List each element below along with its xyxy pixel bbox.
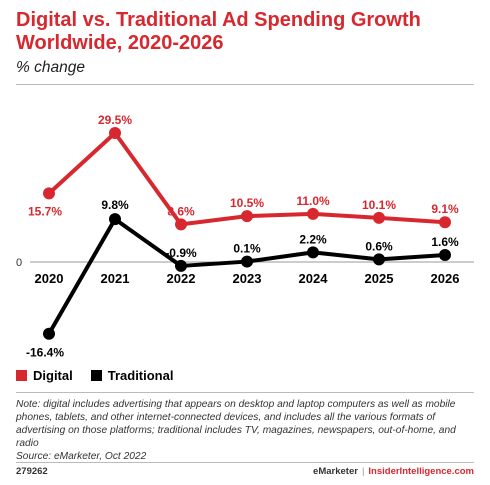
- data-point-traditional: [109, 213, 121, 226]
- data-point-traditional: [175, 259, 187, 272]
- data-label-digital: 11.0%: [296, 194, 330, 208]
- data-point-digital: [373, 211, 385, 224]
- legend-swatch-digital: [16, 370, 27, 381]
- x-tick-label: 2025: [365, 271, 394, 286]
- data-label-digital: 29.5%: [98, 113, 132, 127]
- chart-subtitle: % change: [16, 59, 85, 76]
- data-point-traditional: [307, 246, 319, 259]
- data-label-digital: 10.5%: [230, 196, 264, 210]
- legend-item-traditional: Traditional: [90, 368, 174, 383]
- divider: [16, 84, 474, 85]
- brand-insider-intelligence: InsiderIntelligence.com: [368, 466, 474, 477]
- x-tick-label: 2020: [35, 271, 64, 286]
- data-label-traditional: 0.1%: [233, 242, 261, 256]
- brand-emarketer: eMarketer: [313, 466, 358, 477]
- footnote: Note: digital includes advertising that …: [16, 398, 478, 463]
- data-label-digital: 8.6%: [167, 204, 195, 218]
- data-point-digital: [109, 127, 121, 139]
- data-point-digital: [241, 210, 253, 223]
- x-tick-label: 2023: [233, 271, 262, 286]
- x-tick-label: 2022: [167, 271, 196, 286]
- x-tick-label: 2021: [101, 271, 130, 286]
- data-label-traditional: -0.9%: [165, 246, 197, 260]
- data-point-traditional: [373, 253, 385, 266]
- note-text: Note: digital includes advertising that …: [16, 399, 456, 449]
- chart-title: Digital vs. Traditional Ad Spending Grow…: [16, 9, 421, 54]
- legend-item-digital: Digital: [16, 368, 73, 383]
- source-text: Source: eMarketer, Oct 2022: [16, 451, 147, 462]
- data-point-digital: [307, 207, 319, 220]
- data-label-digital: 15.7%: [28, 204, 62, 218]
- legend: Digital Traditional: [16, 368, 173, 383]
- chart-id: 279262: [16, 466, 48, 477]
- x-tick-label: 2024: [299, 271, 329, 286]
- data-point-digital: [175, 218, 187, 231]
- data-point-digital: [43, 187, 55, 200]
- legend-label-traditional: Traditional: [107, 368, 174, 383]
- data-label-traditional: 0.6%: [365, 239, 393, 253]
- divider: [16, 392, 474, 393]
- y-tick-label: 0: [16, 257, 22, 269]
- footer-brand: eMarketer | InsiderIntelligence.com: [313, 466, 474, 477]
- data-point-traditional: [43, 327, 55, 340]
- legend-swatch-traditional: [90, 370, 102, 381]
- divider: [16, 462, 474, 463]
- data-point-digital: [439, 216, 451, 229]
- legend-label-digital: Digital: [33, 368, 73, 383]
- data-label-digital: 10.1%: [362, 198, 396, 212]
- data-label-traditional: 1.6%: [431, 235, 459, 249]
- data-label-traditional: 9.8%: [101, 198, 129, 212]
- data-point-traditional: [241, 255, 253, 268]
- data-label-traditional: 2.2%: [299, 232, 327, 246]
- data-label-digital: 9.1%: [431, 202, 459, 216]
- data-label-traditional: -16.4%: [26, 346, 64, 360]
- data-point-traditional: [439, 249, 451, 262]
- brand-separator: |: [361, 466, 365, 477]
- x-tick-label: 2026: [431, 271, 460, 286]
